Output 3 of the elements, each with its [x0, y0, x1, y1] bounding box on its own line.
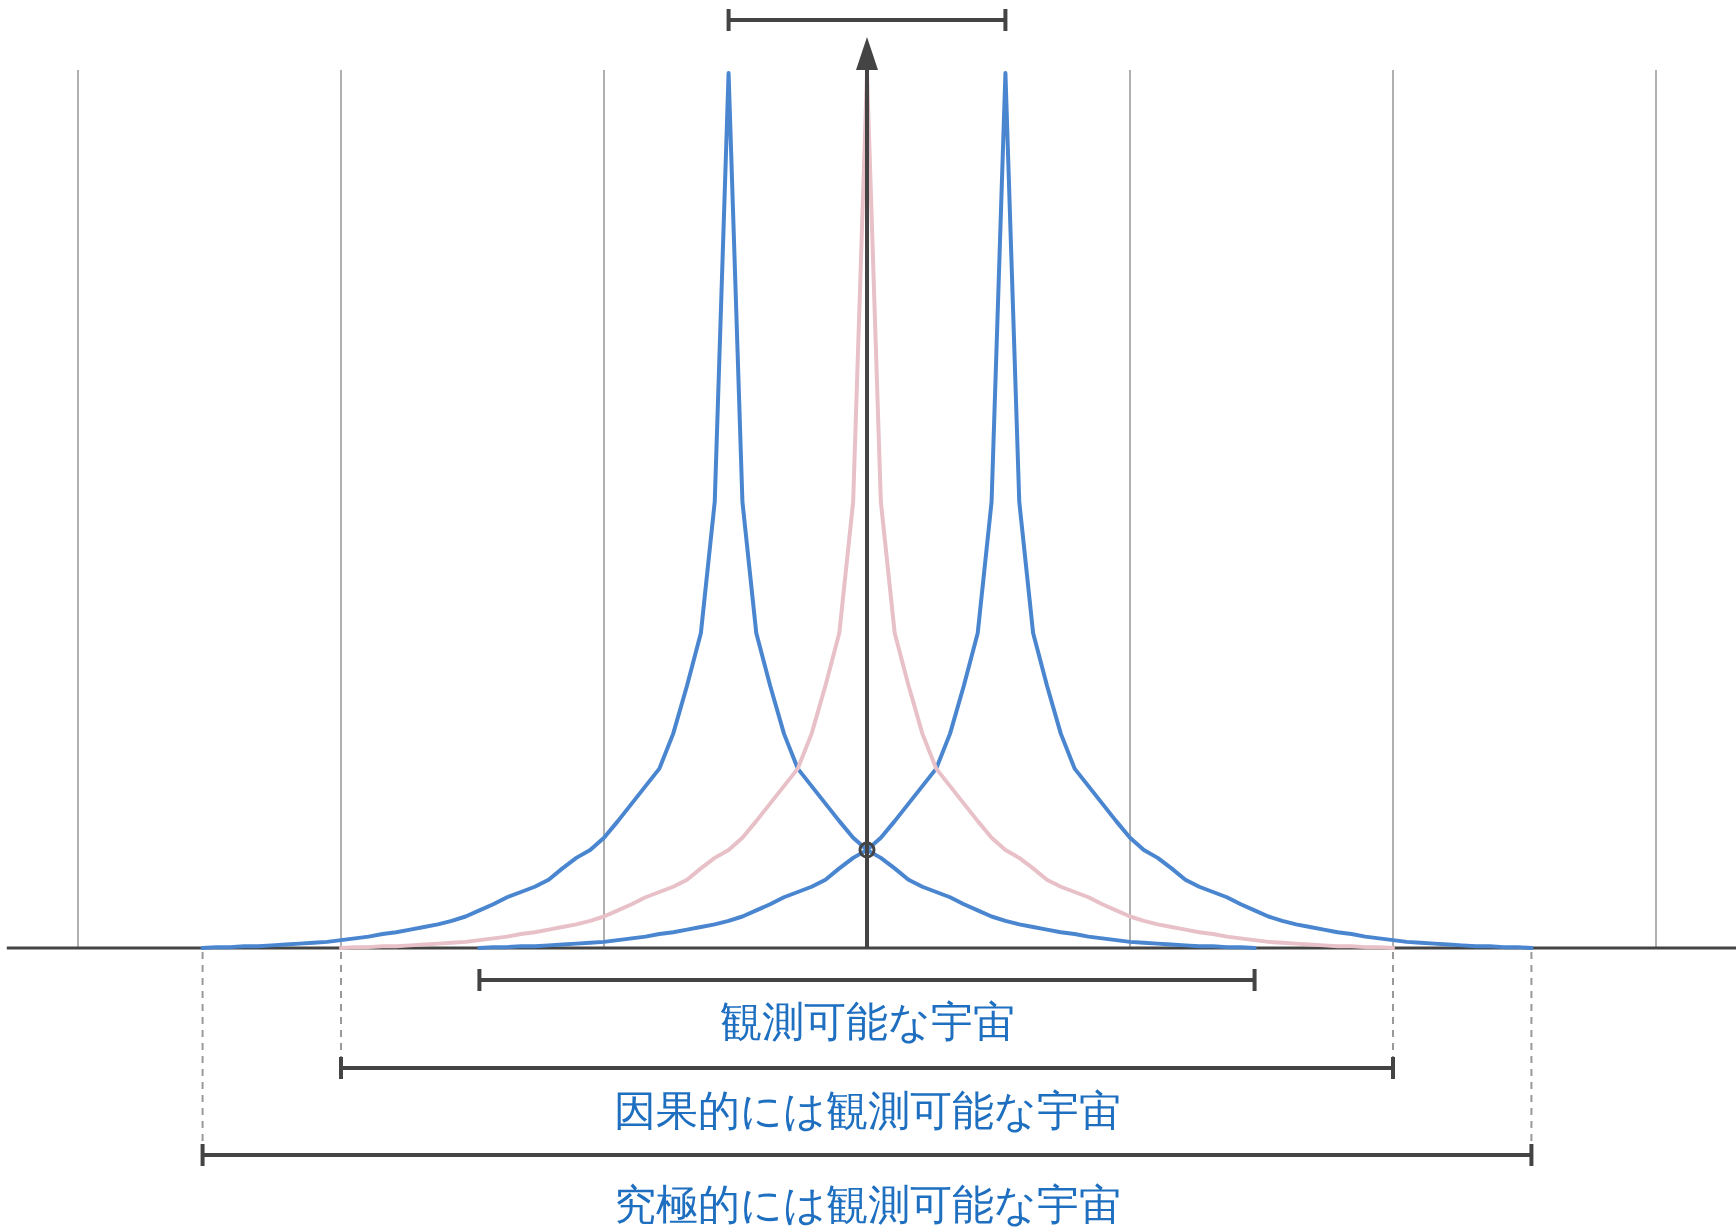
text: 因果的には観測可能な宇宙 — [613, 1085, 1121, 1135]
text: 究極的には観測可能な宇宙 — [613, 1179, 1121, 1229]
text: 観測可能な宇宙 — [719, 996, 1015, 1046]
